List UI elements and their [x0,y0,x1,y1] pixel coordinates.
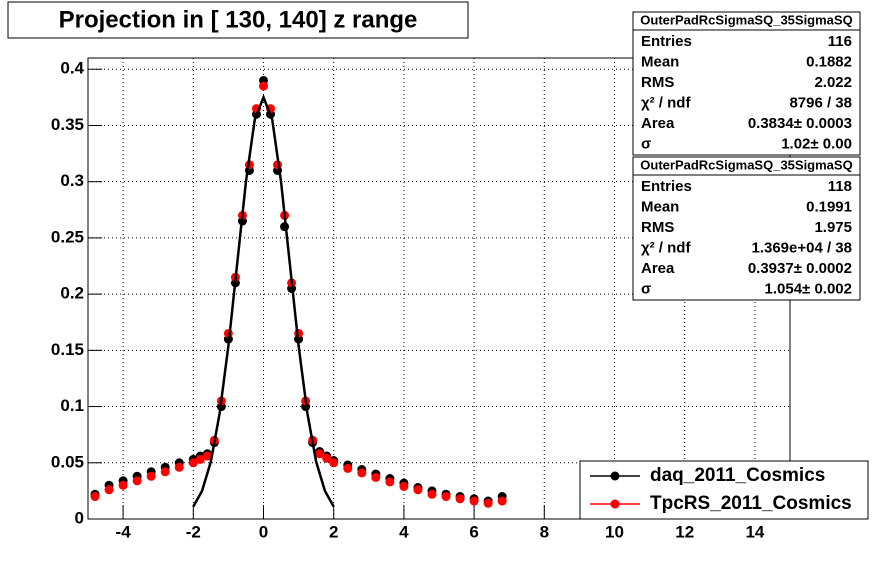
x-tick-label: 0 [259,522,268,541]
y-tick-label: 0.15 [51,340,84,359]
data-point [146,471,156,481]
data-point [195,454,205,464]
stats-label: Entries [641,178,692,195]
data-point [132,476,142,486]
stats-label: RMS [641,219,674,236]
stats-label: χ² / ndf [641,239,691,256]
data-point [329,458,339,468]
stats-value: 118 [828,178,852,195]
stats-value: 0.1882 [806,53,852,70]
stats-value: 1.369e+04 / 38 [751,239,852,256]
data-point [399,481,409,491]
data-point [455,494,465,504]
data-point [483,498,493,508]
data-point [413,485,423,495]
x-tick-label: 12 [675,522,694,541]
stats-value: 1.054± 0.002 [765,280,852,297]
stats-label: Mean [641,198,679,215]
stats-value: 0.3834± 0.0003 [748,115,852,132]
y-tick-label: 0.2 [60,284,84,303]
data-point [497,496,507,506]
data-point [90,492,100,502]
data-point [174,462,184,472]
x-tick-label: 2 [329,522,338,541]
legend-marker [610,499,620,509]
stats-value: 2.022 [814,74,852,91]
data-point [202,451,212,461]
legend-label: TpcRS_2011_Cosmics [650,493,852,514]
x-tick-label: 4 [399,522,409,541]
stats-box [632,11,861,156]
x-tick-label: 6 [469,522,478,541]
stats-title: OuterPadRcSigmaSQ_35SigmaSQ [640,12,852,27]
y-tick-label: 0.3 [60,171,84,190]
stats-label: σ [641,280,651,297]
data-point [357,468,367,478]
x-tick-label: 10 [605,522,624,541]
chart-title: Projection in [ 130, 140] z range [59,6,418,33]
x-tick-label: 8 [540,522,549,541]
stats-value: 0.3937± 0.0002 [748,260,852,277]
stats-value: 0.1991 [806,198,852,215]
stats-value: 1.975 [814,219,852,236]
data-point [469,496,479,506]
data-point [160,467,170,477]
stats-box [632,156,861,301]
data-point [322,453,332,463]
stats-value: 1.02± 0.00 [781,135,852,152]
data-point [315,449,325,459]
x-tick-label: -2 [186,522,201,541]
stats-label: RMS [641,74,674,91]
data-point [118,480,128,490]
data-point [371,472,381,482]
data-point [427,489,437,499]
stats-label: σ [641,135,651,152]
data-point [259,81,268,91]
y-tick-label: 0.25 [51,227,84,246]
data-point [385,477,395,487]
data-point [441,492,451,502]
stats-label: χ² / ndf [641,94,691,111]
legend-box [579,460,869,520]
y-tick-label: 0.1 [60,396,84,415]
data-point [188,458,198,468]
y-tick-label: 0.4 [60,59,84,78]
y-tick-label: 0.35 [51,115,84,134]
y-tick-label: 0.05 [51,452,84,471]
stats-value: 116 [828,33,852,50]
stats-value: 8796 / 38 [789,94,852,111]
fit-curve [192,93,335,508]
legend-marker [610,471,620,481]
y-tick-label: 0 [75,508,84,527]
legend-label: daq_2011_Cosmics [650,465,825,486]
x-tick-label: -4 [116,522,132,541]
x-tick-label: 14 [745,522,764,541]
stats-label: Area [641,115,675,132]
data-point [104,485,114,495]
stats-label: Entries [641,33,692,50]
title-box [7,1,469,39]
data-point [343,463,353,473]
stats-label: Area [641,260,675,277]
stats-title: OuterPadRcSigmaSQ_35SigmaSQ [640,157,852,172]
stats-label: Mean [641,53,679,70]
